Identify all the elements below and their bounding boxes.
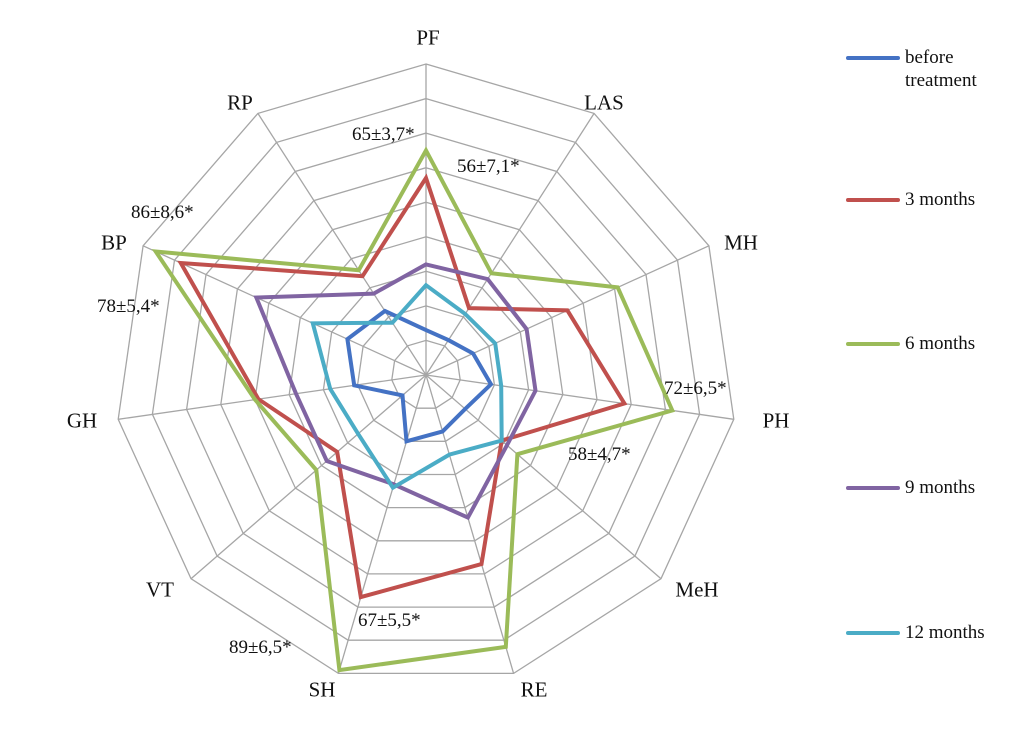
series-line-6-months (151, 146, 676, 673)
legend-item-3-months: 3 months (846, 188, 975, 211)
axis-spoke-vt (190, 374, 427, 580)
axis-label-sh: SH (308, 677, 336, 702)
annotation-bp-3-months: 78±5,4* (97, 296, 160, 317)
legend-item-9-months: 9 months (846, 476, 975, 499)
legend-label-3-months: 3 months (905, 189, 976, 210)
grid-ring (151, 97, 701, 641)
axis-spoke-gh (118, 374, 427, 420)
axis-spoke-rp (257, 113, 427, 376)
legend-item-12-months: 12 months (846, 621, 985, 644)
axis-label-ph: PH (762, 408, 790, 433)
series-line-before-treatment (345, 308, 494, 444)
legend-item-6-months: 6 months (846, 332, 975, 355)
grid-ring (391, 339, 461, 409)
legend-label-12-months: 12 months (905, 622, 985, 643)
annotation-pf-3-months: 56±7,1* (457, 156, 520, 177)
legend-label-before-treatment: before treatment (905, 47, 977, 91)
annotation-sh-3-months: 67±5,5* (358, 610, 421, 631)
annotation-ph-6-months: 72±6,5* (664, 378, 727, 399)
grid-ring (220, 167, 632, 575)
legend: before treatment 3 months 6 months 9 mon… (846, 0, 1024, 739)
legend-swatch-12-months (846, 631, 900, 635)
axis-label-bp: BP (101, 230, 127, 255)
axis-label-las: LAS (584, 90, 624, 115)
legend-swatch-6-months (846, 342, 900, 346)
annotation-ph-3-months: 58±4,7* (568, 444, 631, 465)
series-line-9-months (253, 262, 538, 521)
axis-spoke-ph (425, 374, 734, 420)
grid-ring (356, 305, 496, 442)
legend-swatch-9-months (846, 486, 900, 490)
axis-spoke-bp (142, 245, 427, 376)
axis-spoke-meh (425, 374, 662, 580)
axis-spoke-sh (337, 374, 427, 674)
legend-label-6-months: 6 months (905, 333, 976, 354)
annotation-sh-6-months: 89±6,5* (229, 637, 292, 658)
axis-label-meh: MeH (675, 577, 719, 602)
axis-label-re: RE (520, 677, 548, 702)
annotation-pf-6-months: 65±3,7* (352, 124, 415, 145)
annotation-bp-6-months: 86±8,6* (131, 202, 194, 223)
legend-swatch-before-treatment (846, 56, 900, 60)
axis-spoke-re (425, 374, 515, 674)
grid-ring (254, 201, 598, 542)
axis-label-mh: MH (724, 230, 758, 255)
series-line-3-months (177, 173, 628, 600)
grid-ring (288, 236, 564, 509)
radar-grid (117, 63, 735, 675)
legend-swatch-3-months (846, 198, 900, 202)
legend-item-before-treatment: before treatment (846, 46, 977, 92)
series-line-12-months (310, 282, 504, 491)
axis-spoke-las (425, 113, 595, 376)
legend-label-9-months: 9 months (905, 477, 976, 498)
radar-series (151, 146, 676, 673)
grid-ring (117, 63, 735, 675)
axis-label-rp: RP (227, 90, 253, 115)
axis-label-gh: GH (66, 408, 98, 433)
axis-label-vt: VT (146, 577, 174, 602)
axis-label-pf: PF (416, 25, 440, 50)
